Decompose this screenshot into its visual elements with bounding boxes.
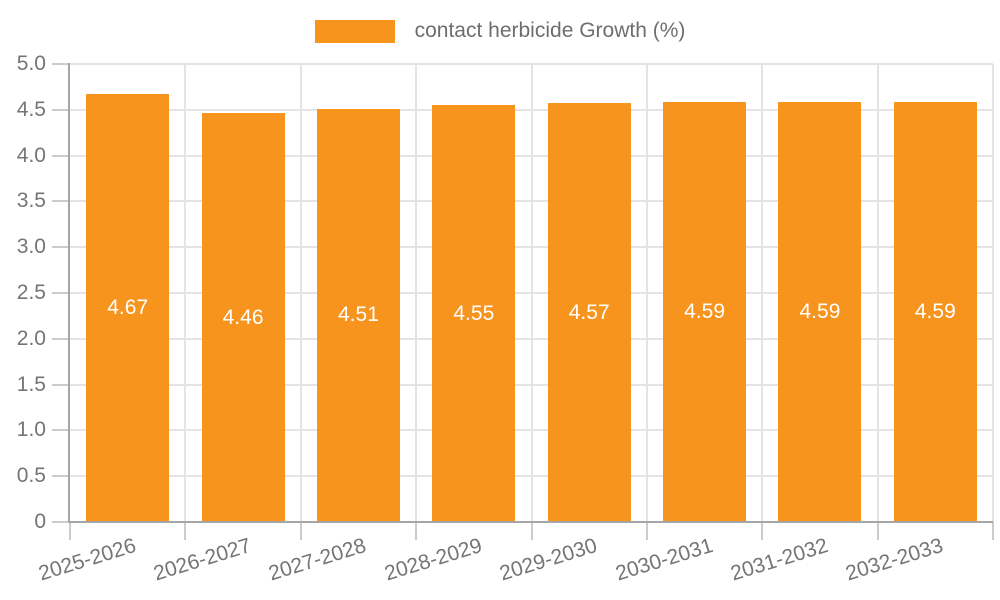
gridline xyxy=(876,64,879,522)
bar: 4.51 xyxy=(316,108,400,522)
y-tick-label: 2.0 xyxy=(16,326,46,350)
y-tick xyxy=(52,63,70,65)
y-tick xyxy=(52,292,70,294)
bar-value-label: 4.57 xyxy=(568,300,610,324)
gridline xyxy=(530,64,533,522)
bar: 4.55 xyxy=(432,105,516,522)
bar-value-label: 4.59 xyxy=(684,299,725,323)
bar-value-label: 4.67 xyxy=(107,296,149,320)
x-tick xyxy=(761,522,764,540)
y-tick-label: 0.5 xyxy=(16,464,46,488)
y-tick xyxy=(52,246,70,249)
gridline xyxy=(645,64,648,522)
y-axis-line xyxy=(68,63,70,522)
bar: 4.59 xyxy=(663,101,747,522)
y-tick xyxy=(52,154,70,157)
x-tick xyxy=(184,522,187,540)
y-tick-label: 3.5 xyxy=(16,189,46,213)
bar-value-label: 4.51 xyxy=(338,303,379,327)
gridline xyxy=(299,64,302,522)
y-tick-label: 2.5 xyxy=(16,281,46,304)
y-tick-label: 0 xyxy=(34,510,46,533)
y-tick-label: 5.0 xyxy=(16,52,46,75)
y-tick xyxy=(52,521,70,523)
x-tick xyxy=(299,522,302,540)
y-tick xyxy=(52,429,70,432)
legend-label: contact herbicide Growth (%) xyxy=(414,19,686,42)
y-tick xyxy=(52,475,70,478)
x-tick xyxy=(530,522,533,540)
bar-value-label: 4.59 xyxy=(799,299,841,323)
y-tick-label: 1.5 xyxy=(16,372,46,396)
x-tick xyxy=(415,522,418,540)
x-tick xyxy=(876,522,879,540)
gridline xyxy=(184,64,187,522)
y-tick xyxy=(52,200,70,203)
x-tick xyxy=(645,522,648,540)
bar: 4.59 xyxy=(893,101,977,522)
y-tick-label: 4.5 xyxy=(16,97,46,121)
gridline xyxy=(415,64,418,522)
bar: 4.57 xyxy=(547,103,631,522)
y-tick xyxy=(52,337,70,340)
bar: 4.46 xyxy=(201,113,285,522)
y-tick-label: 4.0 xyxy=(16,143,46,167)
gridline xyxy=(761,64,764,522)
gridline xyxy=(992,64,994,522)
bar-value-label: 4.55 xyxy=(453,301,495,325)
legend: contact herbicide Growth (%) xyxy=(0,14,1000,48)
bar: 4.67 xyxy=(86,94,170,522)
bar: 4.59 xyxy=(778,101,862,522)
legend-swatch xyxy=(314,19,395,43)
y-tick-label: 3.0 xyxy=(16,235,46,259)
y-tick xyxy=(52,383,70,386)
y-tick-label: 1.0 xyxy=(16,418,46,442)
x-axis-line xyxy=(68,521,993,523)
bar-value-label: 4.46 xyxy=(222,305,264,329)
x-tick xyxy=(992,522,994,540)
bar-value-label: 4.59 xyxy=(914,299,956,323)
y-tick xyxy=(52,108,70,111)
x-tick xyxy=(69,522,71,540)
